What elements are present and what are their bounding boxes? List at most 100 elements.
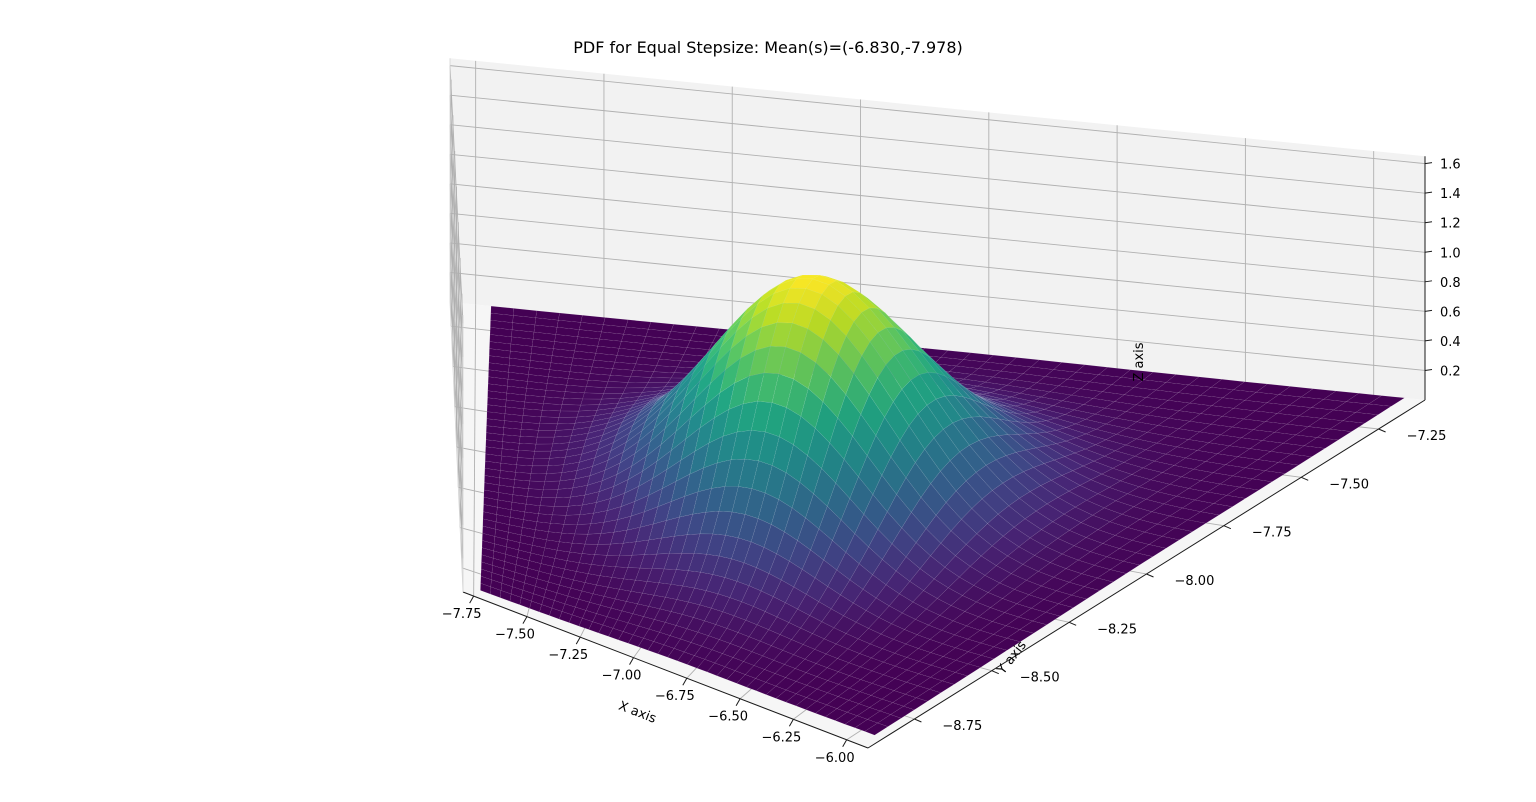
z-gridline-back	[449, 242, 1426, 342]
x-tick	[682, 677, 688, 686]
surface-patch	[518, 443, 537, 452]
surface-patch	[582, 392, 604, 400]
surface-patch	[1006, 629, 1035, 642]
surface-patch	[653, 365, 678, 373]
x-axis-line	[462, 591, 869, 749]
y-tick	[1378, 428, 1386, 433]
x-tick	[522, 616, 528, 624]
z-tick	[1424, 162, 1433, 165]
surface-patch	[561, 398, 583, 406]
surface-patch	[535, 436, 555, 445]
y-tick	[1068, 621, 1077, 626]
surface-patch	[529, 473, 547, 482]
chart-title: PDF for Equal Stepsize: Mean(s)=(-6.830,…	[573, 38, 963, 57]
y-tick	[1146, 573, 1154, 578]
y-tick	[1301, 476, 1309, 481]
surface-patch	[543, 396, 564, 405]
z-gridline-back	[449, 153, 1426, 253]
z-tick-label: 1.2	[1440, 217, 1461, 232]
surface-patch	[864, 722, 889, 736]
z-tick-label: 0.6	[1440, 305, 1461, 320]
surface-patch	[550, 514, 567, 525]
surface-patch	[1213, 495, 1246, 507]
x-tick-label: −6.00	[815, 751, 855, 766]
surface-patch	[530, 465, 549, 474]
surface-patch	[541, 403, 563, 412]
surface-patch	[580, 398, 602, 406]
surface-patch	[555, 487, 573, 499]
surface-patch	[558, 410, 580, 418]
surface-patch	[563, 391, 585, 400]
tick-marks	[469, 162, 1433, 748]
pane-edge-left	[449, 301, 464, 593]
x-tick-label: −6.75	[655, 689, 695, 704]
z-tick-label: 0.2	[1440, 364, 1461, 379]
surface-patch	[1251, 470, 1286, 482]
z-gridline-left	[449, 124, 464, 391]
z-tick	[1424, 280, 1433, 283]
x-tick-label: −6.50	[708, 710, 748, 725]
pdf-surface	[480, 274, 1406, 736]
surface-patch	[520, 429, 539, 438]
surface-patch	[1019, 620, 1048, 634]
surface-patch	[538, 423, 558, 431]
z-gridline-left	[449, 154, 464, 425]
z-tick	[1424, 368, 1433, 371]
x-tick	[788, 719, 794, 727]
surface-patch	[607, 375, 631, 383]
x-tick	[735, 698, 741, 706]
surface-patch	[532, 458, 550, 467]
surface-patch	[1329, 420, 1366, 432]
surface-patch	[1135, 544, 1167, 557]
z-tick-label: 0.8	[1440, 276, 1461, 291]
y-tick-label: −7.25	[1407, 429, 1447, 444]
surface-patch	[548, 523, 565, 534]
surface-patch	[954, 663, 982, 677]
surface-patch	[538, 505, 555, 516]
surface-patch	[650, 371, 675, 379]
surface-patch	[1174, 519, 1207, 532]
x-tick	[469, 595, 475, 604]
z-gridline-left	[449, 183, 464, 458]
surface-patch	[563, 514, 581, 525]
x-tick	[629, 657, 634, 665]
pane-back	[450, 58, 1425, 400]
surface-patch	[539, 497, 557, 507]
surface-patch	[993, 638, 1021, 651]
surface-patch	[903, 697, 929, 710]
z-tick	[1424, 221, 1433, 224]
surface-patch	[877, 714, 902, 727]
surface-patch	[625, 382, 649, 389]
surface-patch	[528, 480, 546, 490]
surface-patch	[517, 450, 535, 459]
surface-patch	[522, 408, 543, 417]
x-tick-label: −7.25	[548, 648, 588, 663]
surface-patch	[552, 506, 569, 516]
surface-patch	[515, 464, 533, 474]
surface-patch	[553, 496, 571, 507]
surface-patch	[516, 457, 534, 467]
y-tick	[1223, 525, 1232, 530]
surface-patch	[536, 430, 557, 438]
z-gridline-left	[449, 65, 464, 324]
surface-patch	[601, 393, 624, 400]
z-gridline-back	[449, 183, 1426, 283]
surface-patch	[560, 404, 581, 412]
z-gridline-back	[449, 65, 1426, 165]
surface-patch	[967, 655, 995, 668]
x-tick	[842, 739, 848, 748]
y-tick-label: −8.25	[1097, 622, 1137, 637]
y-tick-label: −8.75	[942, 719, 982, 734]
surface-patch	[605, 381, 629, 389]
z-gridline-left	[449, 213, 464, 492]
surface-patch	[540, 410, 561, 418]
surface-patch	[520, 422, 540, 431]
z-tick	[1424, 339, 1433, 342]
surface-patch	[527, 488, 544, 498]
z-gridline-back	[449, 94, 1426, 194]
surface-patch	[1342, 412, 1379, 424]
surface-patch	[584, 386, 607, 394]
surface-patch	[1316, 428, 1353, 441]
surface-patch	[915, 689, 942, 702]
